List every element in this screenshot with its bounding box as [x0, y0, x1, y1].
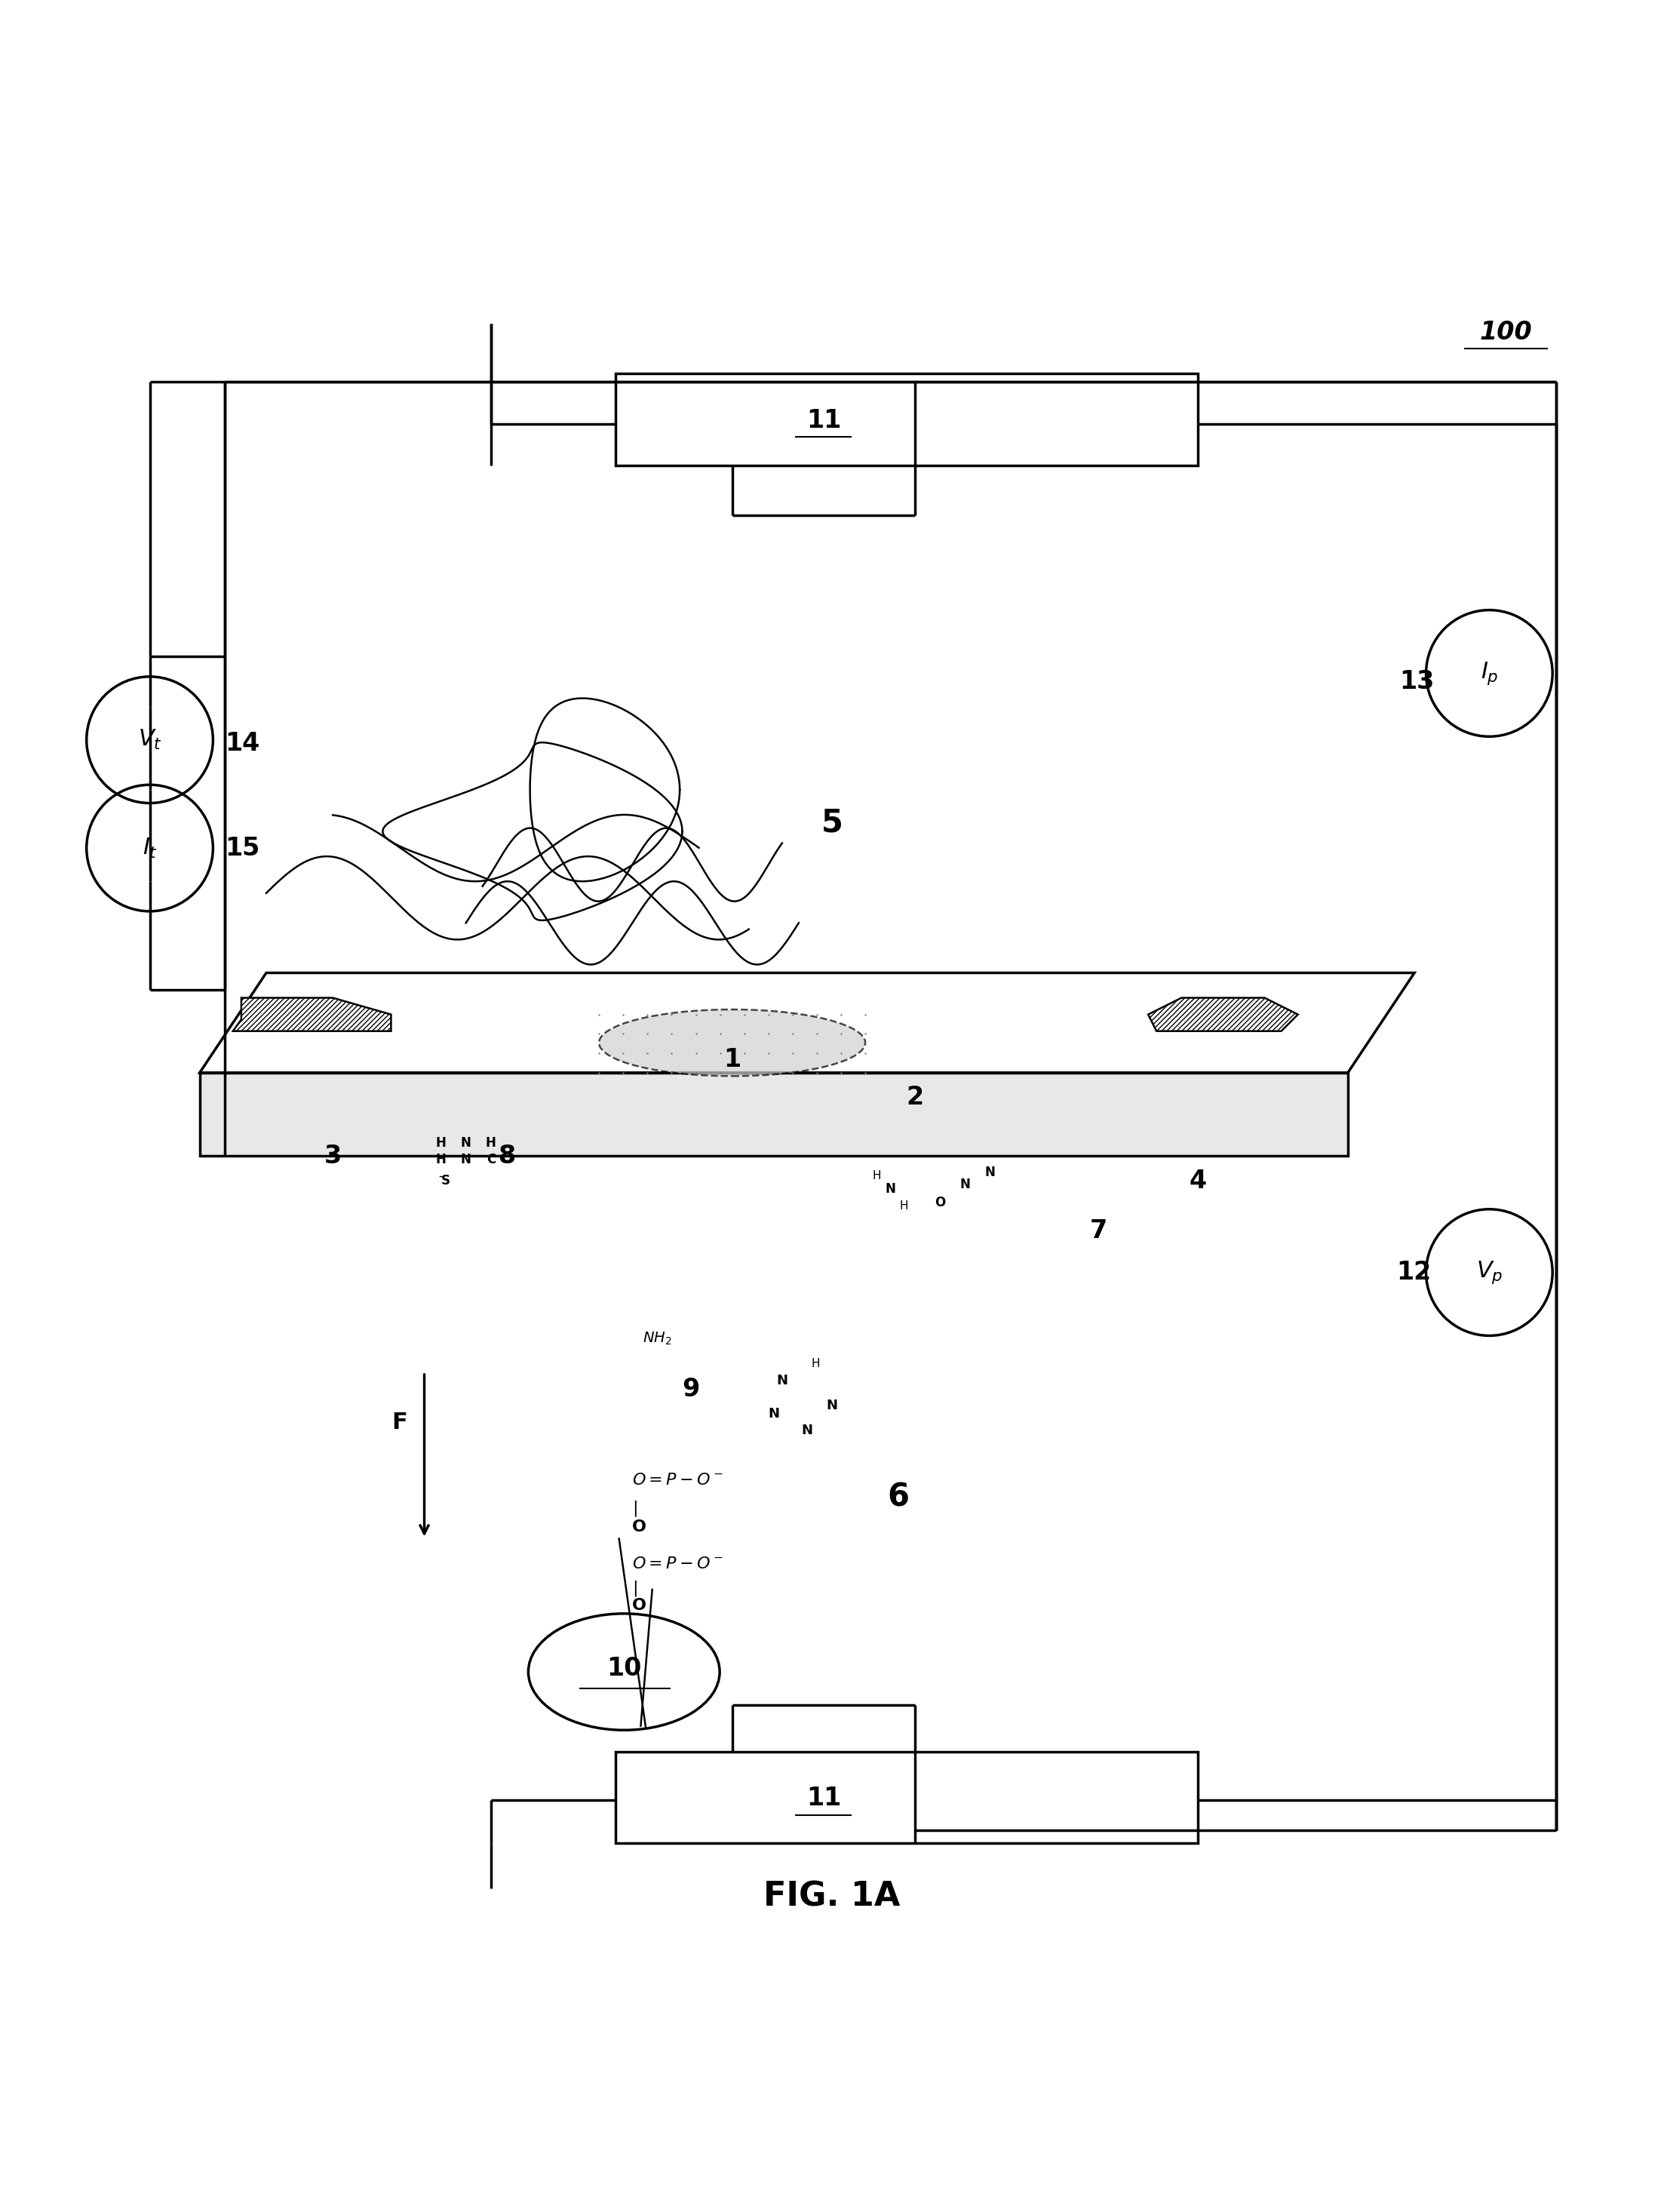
Text: 10: 10 [606, 1657, 642, 1681]
Text: H: H [872, 1170, 882, 1181]
Text: N: N [461, 1135, 471, 1150]
Text: N: N [461, 1152, 471, 1166]
Text: N: N [769, 1407, 779, 1420]
Text: 5: 5 [820, 807, 844, 838]
Polygon shape [1148, 998, 1298, 1031]
Text: 7: 7 [1090, 1219, 1107, 1243]
Text: $|$: $|$ [632, 1579, 637, 1597]
Text: $|$: $|$ [632, 1500, 637, 1517]
Text: H: H [810, 1358, 820, 1369]
Text: N: N [802, 1425, 812, 1438]
Ellipse shape [599, 1009, 865, 1075]
Text: H: H [436, 1152, 446, 1166]
Text: 11: 11 [807, 1785, 840, 1812]
Text: 8: 8 [499, 1144, 516, 1168]
Text: -: - [439, 1170, 443, 1183]
Text: 1: 1 [724, 1046, 740, 1073]
Text: $NH_2$: $NH_2$ [642, 1332, 672, 1347]
Polygon shape [233, 998, 391, 1031]
Text: N: N [985, 1166, 995, 1179]
Text: 4: 4 [1190, 1168, 1206, 1192]
Text: $V_t$: $V_t$ [138, 728, 161, 752]
Text: 15: 15 [225, 836, 260, 860]
Bar [616, 374, 1198, 465]
Text: $O=P-O^-$: $O=P-O^-$ [632, 1473, 724, 1489]
Text: 11: 11 [807, 407, 840, 434]
Text: H: H [486, 1135, 496, 1150]
Text: N: N [777, 1374, 787, 1387]
Text: H: H [899, 1201, 909, 1212]
Text: 100: 100 [1479, 321, 1533, 345]
Text: N: N [960, 1177, 970, 1190]
Text: O: O [632, 1520, 647, 1535]
Text: $I_p$: $I_p$ [1481, 659, 1498, 686]
Text: FIG. 1A: FIG. 1A [764, 1880, 900, 1913]
Text: F: F [391, 1411, 408, 1433]
Text: 13: 13 [1399, 670, 1434, 695]
Polygon shape [200, 1073, 1348, 1157]
Text: $I_t$: $I_t$ [141, 836, 158, 860]
Text: 14: 14 [225, 730, 260, 757]
Text: S: S [441, 1175, 451, 1188]
Text: 9: 9 [682, 1376, 699, 1402]
Text: 2: 2 [907, 1086, 924, 1110]
Text: O: O [935, 1197, 945, 1210]
Text: 6: 6 [887, 1482, 910, 1513]
Bar [616, 1752, 1198, 1843]
Text: O: O [632, 1597, 647, 1613]
Polygon shape [200, 973, 1414, 1073]
Text: H: H [436, 1135, 446, 1150]
Text: $V_p$: $V_p$ [1476, 1259, 1503, 1285]
Text: 3: 3 [324, 1144, 341, 1168]
Text: $O=P-O^-$: $O=P-O^-$ [632, 1555, 724, 1571]
Text: N: N [827, 1398, 837, 1411]
Text: N: N [885, 1183, 895, 1197]
Text: C: C [486, 1152, 496, 1166]
Text: 12: 12 [1396, 1261, 1431, 1285]
